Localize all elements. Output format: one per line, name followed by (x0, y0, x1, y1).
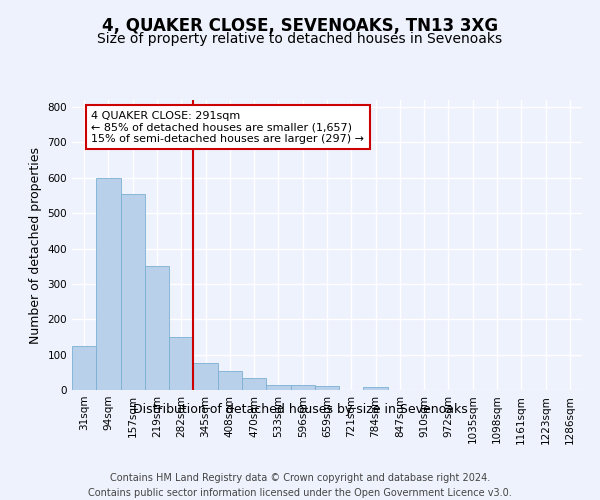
Bar (290, 386, 315, 390)
Text: Distribution of detached houses by size in Sevenoaks: Distribution of detached houses by size … (133, 402, 467, 415)
Bar (145, 266, 169, 390)
Y-axis label: Number of detached properties: Number of detached properties (29, 146, 42, 344)
Bar (315, 386, 339, 390)
Bar (193, 364, 218, 390)
Bar (218, 370, 242, 390)
Bar (121, 194, 145, 390)
Text: 4, QUAKER CLOSE, SEVENOAKS, TN13 3XG: 4, QUAKER CLOSE, SEVENOAKS, TN13 3XG (102, 18, 498, 36)
Text: Size of property relative to detached houses in Sevenoaks: Size of property relative to detached ho… (97, 32, 503, 46)
Bar (364, 387, 388, 390)
Text: Contains HM Land Registry data © Crown copyright and database right 2024.
Contai: Contains HM Land Registry data © Crown c… (88, 472, 512, 498)
Text: 4 QUAKER CLOSE: 291sqm
← 85% of detached houses are smaller (1,657)
15% of semi-: 4 QUAKER CLOSE: 291sqm ← 85% of detached… (91, 110, 364, 144)
Bar (266, 384, 290, 390)
Bar (96, 178, 121, 390)
Bar (169, 337, 193, 390)
Bar (242, 378, 266, 390)
Bar (72, 346, 96, 390)
